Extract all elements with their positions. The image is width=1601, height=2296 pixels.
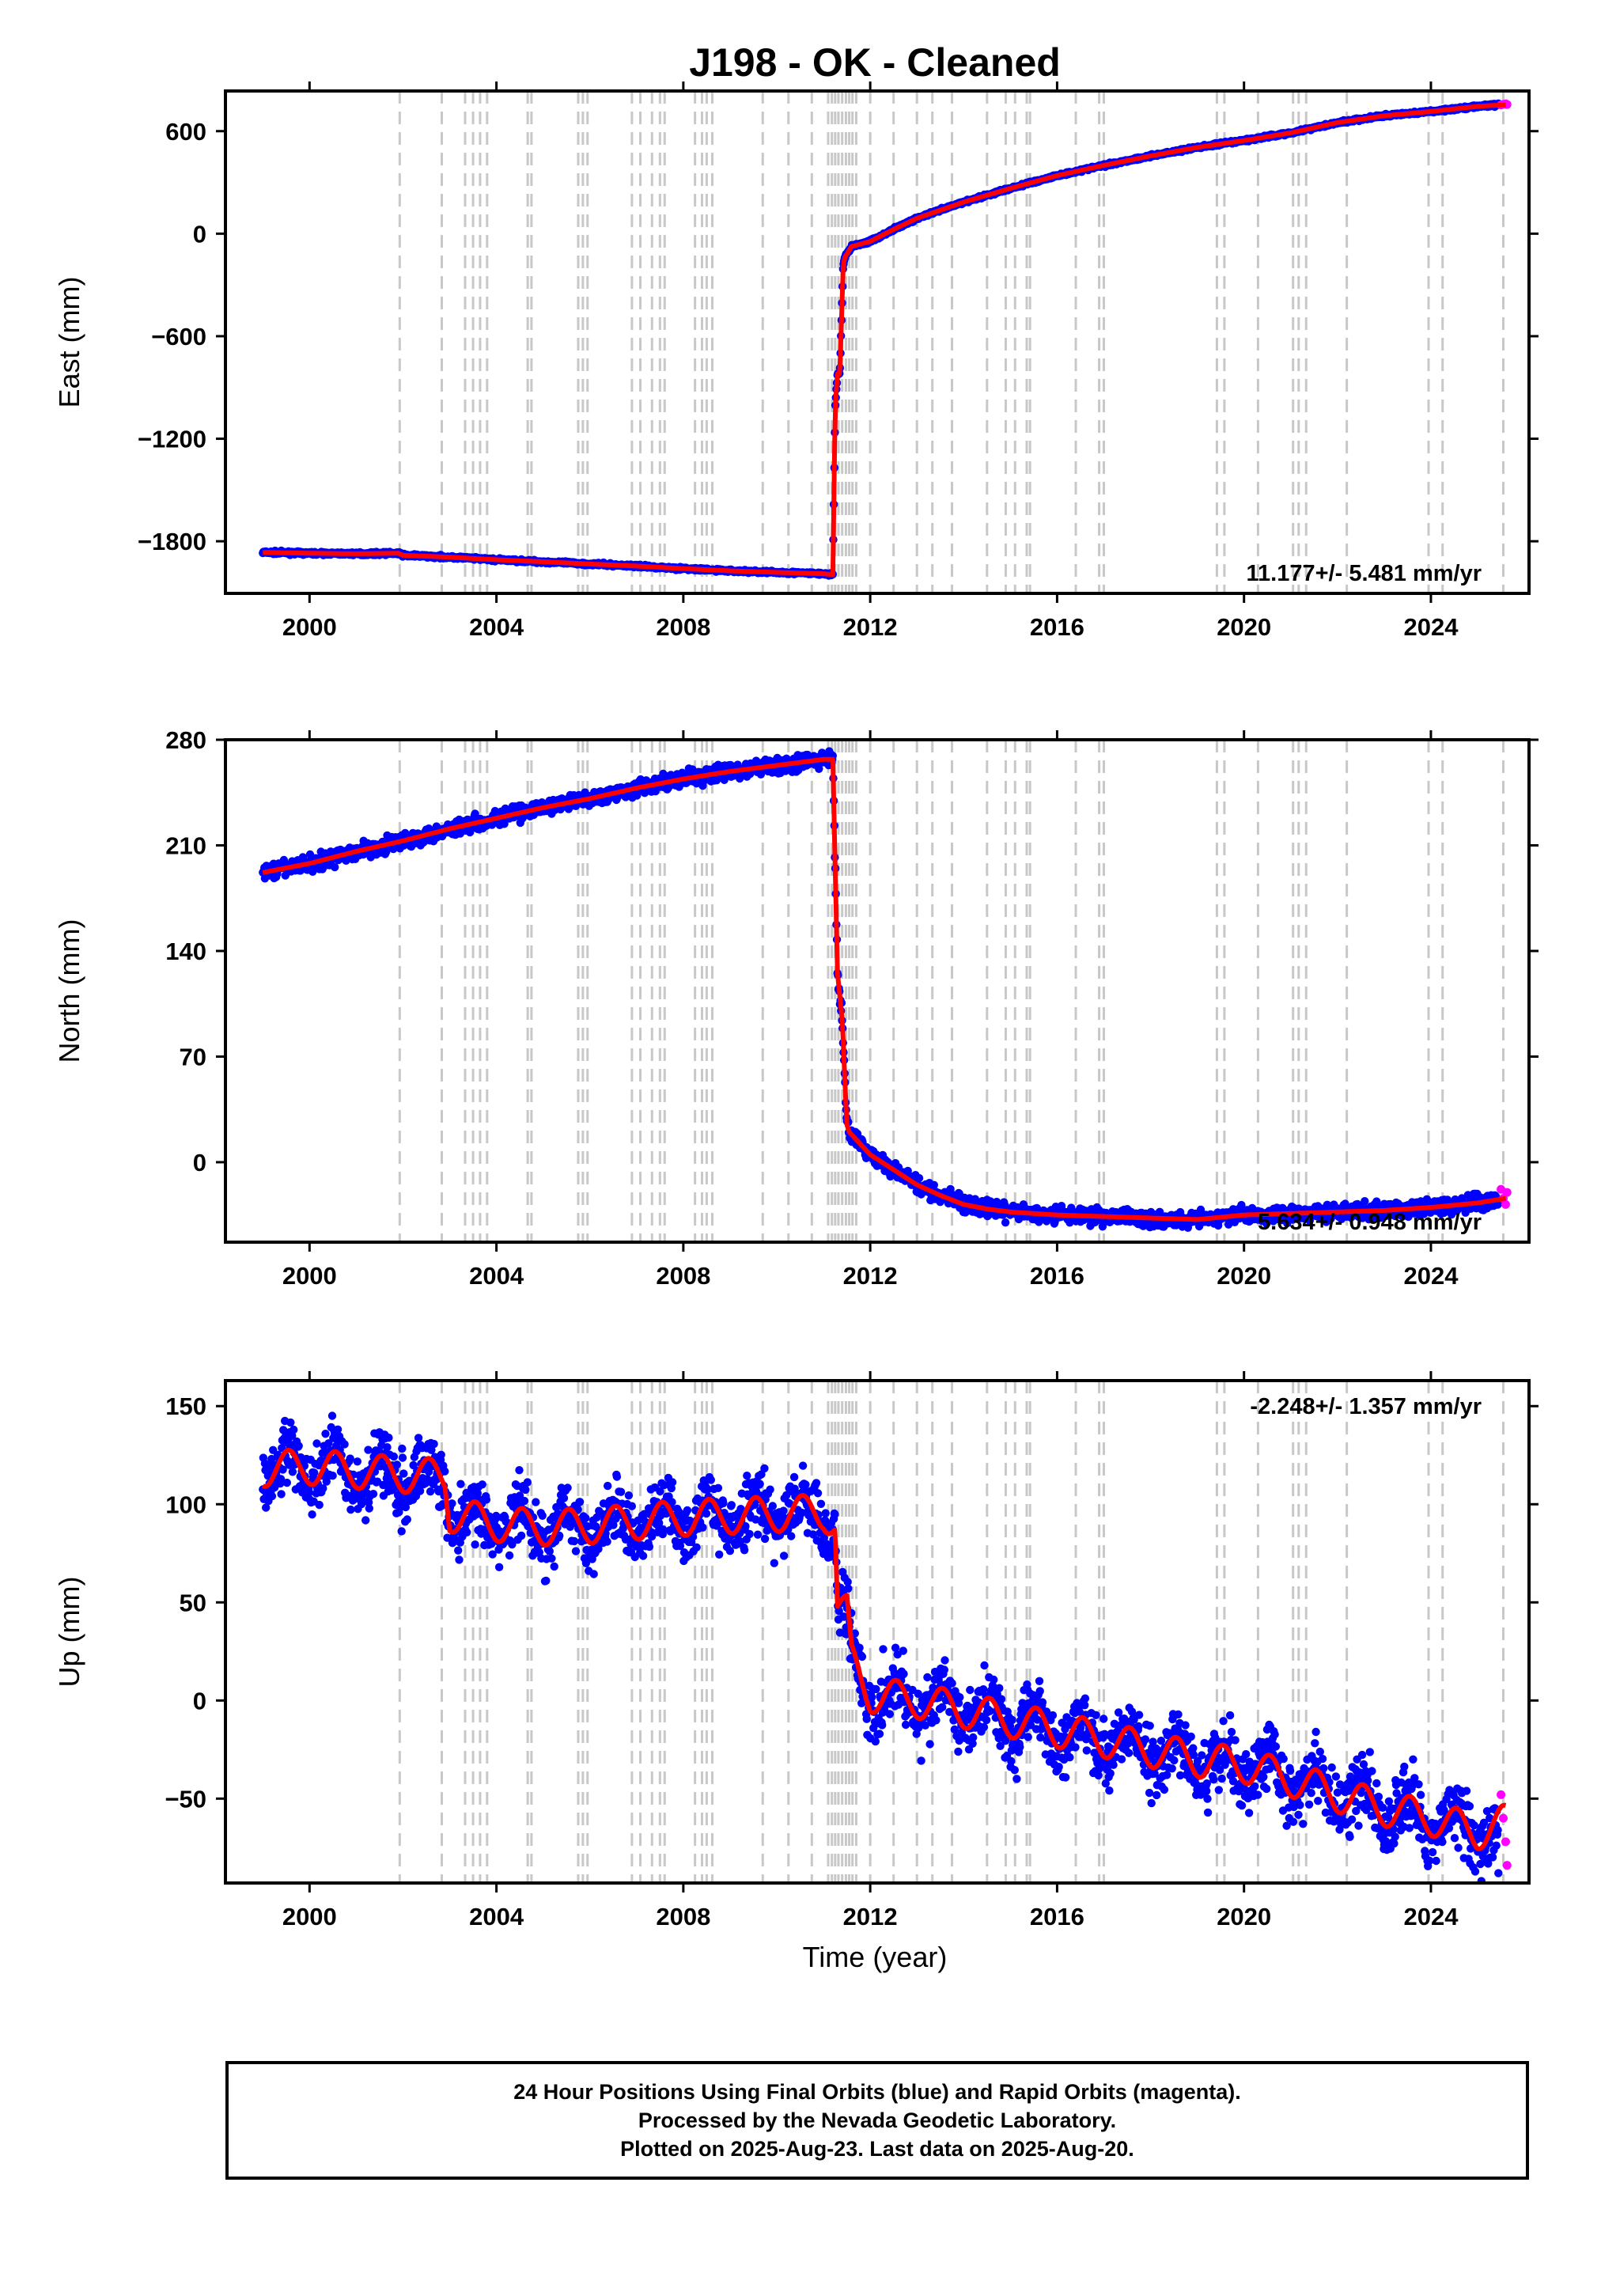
- x-tick-label: 2004: [469, 613, 524, 641]
- east-panel: 2000 2004 2008 2012 2016 2020 2024 −1800 −1200 −6…: [53, 81, 1539, 641]
- data-point: [1361, 1197, 1369, 1206]
- x-tick-label: 2012: [843, 613, 898, 641]
- y-tick-label: −1800: [138, 528, 206, 555]
- data-point: [331, 862, 339, 872]
- y-tick-label: −1200: [138, 426, 206, 453]
- north-panel: 2000 2004 2008 2012 2016 2020 2024070140210280…: [53, 726, 1539, 1290]
- x-tick-label: 2024: [1403, 613, 1459, 641]
- x-tick-label: 2020: [1217, 1262, 1271, 1290]
- x-tick-label: 2016: [1030, 613, 1084, 641]
- y-tick-label: −600: [151, 323, 206, 350]
- y-tick-label: 0: [193, 1149, 206, 1176]
- x-tick-label: 2020: [1217, 613, 1271, 641]
- x-tick-label: 2024: [1403, 1262, 1459, 1290]
- model-fit-line: [261, 756, 1508, 1222]
- x-tick-label: 2000: [282, 613, 337, 641]
- y-tick-label: 0: [193, 220, 206, 248]
- data-point: [1001, 1218, 1010, 1227]
- chart-title: J198 - OK - Cleaned: [689, 40, 1061, 85]
- x-tick-label: 2016: [1030, 1262, 1084, 1290]
- x-tick-label: 2004: [469, 1262, 524, 1290]
- rapid-orbit-point: [1502, 1188, 1512, 1197]
- y-tick-label: 600: [165, 118, 206, 146]
- plot-frame: [224, 89, 1531, 595]
- x-tick-label: 2000: [282, 1262, 337, 1290]
- y-axis-label: East (mm): [53, 277, 85, 408]
- x-tick-label: 2008: [656, 1262, 710, 1290]
- x-tick-label: 2012: [843, 1262, 898, 1290]
- x-tick-label: 2008: [656, 613, 710, 641]
- velocity-rate-label: 11.177+/- 5.481 mm/yr: [1247, 561, 1482, 586]
- model-fit-line: [261, 102, 1508, 578]
- final-orbit-points: [259, 99, 1503, 580]
- data-point: [914, 1173, 924, 1183]
- rapid-orbit-point: [1501, 1199, 1510, 1209]
